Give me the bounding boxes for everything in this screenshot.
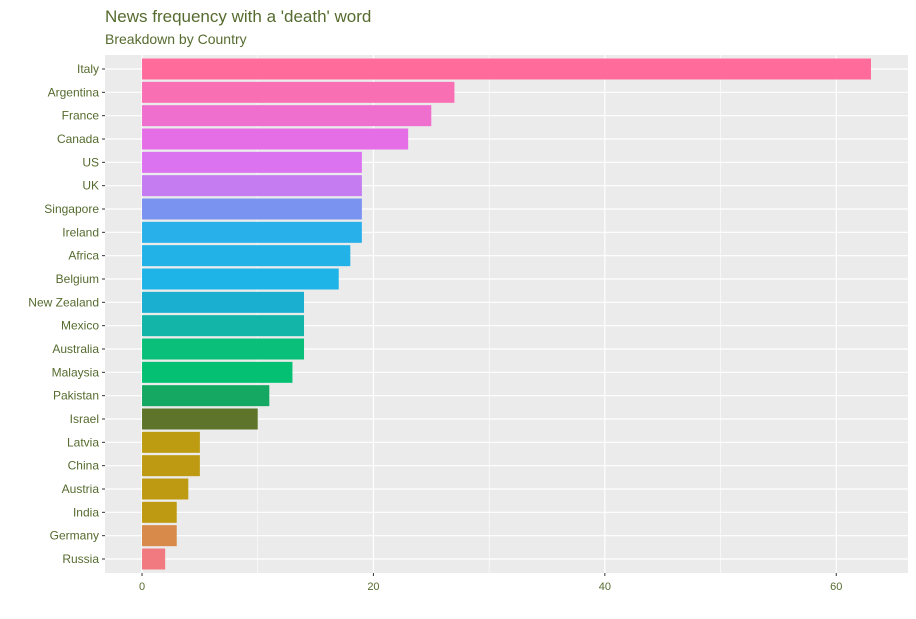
y-tick-label: Canada xyxy=(57,132,99,146)
bar-australia xyxy=(142,338,305,360)
bar-ireland xyxy=(142,221,362,243)
y-tick-label: Latvia xyxy=(67,435,99,449)
bar-israel xyxy=(142,408,258,430)
y-tick-label: New Zealand xyxy=(28,295,99,309)
y-tick-label: Australia xyxy=(52,342,99,356)
x-axis: 0 20 40 60 xyxy=(139,573,842,593)
y-tick-label: Singapore xyxy=(44,202,99,216)
x-tick-label: 0 xyxy=(139,581,145,593)
y-tick-label: Malaysia xyxy=(52,365,100,379)
bar-us xyxy=(142,151,362,173)
bar-austria xyxy=(142,478,189,500)
bar-belgium xyxy=(142,268,339,290)
y-tick-label: China xyxy=(68,459,100,473)
chart-title: News frequency with a 'death' word xyxy=(105,7,371,26)
bar-pakistan xyxy=(142,385,270,407)
chart-subtitle: Breakdown by Country xyxy=(105,31,247,47)
y-tick-label: Ireland xyxy=(62,225,99,239)
x-tick-label: 40 xyxy=(599,581,611,593)
bar-india xyxy=(142,501,177,523)
y-tick-label: Austria xyxy=(62,482,100,496)
y-tick-label: Pakistan xyxy=(53,389,99,403)
x-tick-label: 60 xyxy=(830,581,842,593)
bar-germany xyxy=(142,525,177,547)
bar-china xyxy=(142,455,200,477)
y-tick-label: India xyxy=(73,505,99,519)
bar-latvia xyxy=(142,431,200,453)
y-tick-label: Russia xyxy=(62,552,99,566)
x-tick-label: 20 xyxy=(367,581,379,593)
y-tick-label: France xyxy=(62,109,100,123)
y-tick-label: UK xyxy=(82,179,99,193)
y-tick-label: Mexico xyxy=(61,319,99,333)
y-tick-label: US xyxy=(82,155,99,169)
y-tick-label: Italy xyxy=(77,62,99,76)
bar-canada xyxy=(142,128,409,150)
bar-singapore xyxy=(142,198,362,220)
bar-argentina xyxy=(142,81,455,103)
y-tick-label: Germany xyxy=(50,529,99,543)
bar-italy xyxy=(142,58,871,80)
y-tick-label: Argentina xyxy=(48,85,100,99)
bar-uk xyxy=(142,175,362,197)
bar-new-zealand xyxy=(142,291,305,313)
bar-france xyxy=(142,105,432,127)
y-tick-label: Israel xyxy=(70,412,99,426)
bar-russia xyxy=(142,548,166,570)
bar-mexico xyxy=(142,315,305,337)
bars xyxy=(142,58,871,570)
y-axis: Italy Argentina France Canada US UK Singapore I… xyxy=(28,62,105,566)
y-tick-label: Africa xyxy=(68,249,99,263)
y-tick-label: Belgium xyxy=(56,272,99,286)
bar-africa xyxy=(142,245,351,267)
bar-malaysia xyxy=(142,361,293,383)
